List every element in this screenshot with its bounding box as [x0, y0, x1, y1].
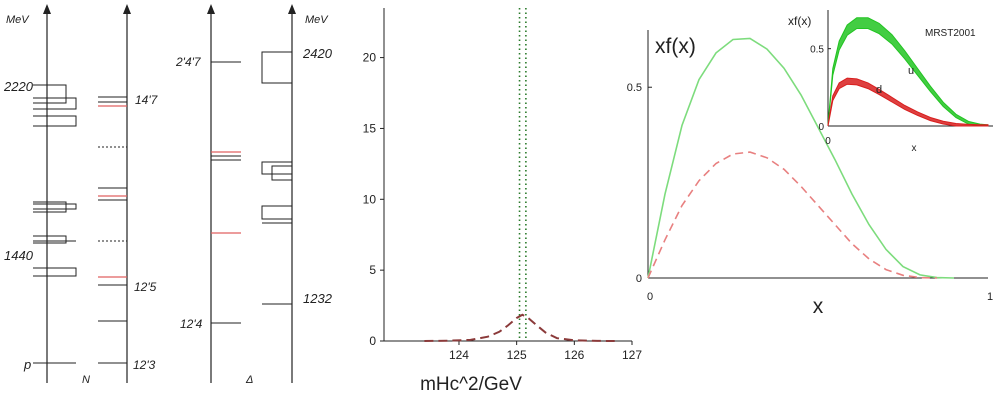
delta-level-box [261, 51, 292, 84]
inset-d-series [827, 77, 989, 127]
nucleon-level-box [33, 84, 67, 104]
higgs-mass-peak-chart: 0 5 10 15 20 124 125 126 127 mHc^2/GeV [363, 8, 643, 395]
delta-unit-label: MeV [305, 14, 329, 26]
higgs-x-tick-label: 124 [449, 348, 469, 362]
nucleon-level-box [33, 115, 77, 127]
nucleon-left-axis-arrow [43, 4, 51, 14]
delta-level-124-label: 12'4 [180, 317, 203, 331]
nucleon-unit-label: MeV [6, 14, 30, 26]
nucleon-spectrum: MeV 2220 1440 p N 14'7 12'5 12'3 [3, 4, 159, 386]
inset-x-tick-label: 0 [825, 136, 831, 147]
inset-y-axis-label: xf(x) [788, 14, 811, 28]
higgs-y-tick-label: 15 [363, 121, 377, 135]
inset-x-axis-label: x [912, 143, 917, 154]
higgs-x-tick-label: 127 [622, 348, 642, 362]
nucleon-level-2220-label: 2220 [3, 79, 34, 94]
higgs-y-tick-label: 5 [369, 263, 376, 277]
pdf-x-tick-label: 0 [647, 291, 653, 303]
delta-level-box [261, 161, 292, 175]
higgs-peak-series [424, 313, 615, 342]
nucleon-right-axis-arrow [123, 4, 131, 14]
inset-d-label: d [876, 84, 882, 96]
higgs-axes [383, 8, 632, 342]
pdf-y-axis-label: xf(x) [655, 35, 696, 58]
nucleon-level-125-label: 12'5 [134, 280, 157, 294]
delta-level-1232-label: 1232 [303, 291, 333, 306]
higgs-series [424, 313, 615, 342]
higgs-ticks: 0 5 10 15 20 124 125 126 127 [363, 51, 643, 362]
inset-u-label: u [908, 65, 914, 77]
delta-axis-label: Δ [245, 374, 253, 386]
nucleon-level-box [33, 201, 67, 213]
pdf-y-tick-label: 0.5 [627, 82, 642, 94]
pdf-ticks: 0 0.5 0 1 [627, 82, 993, 303]
nucleon-level-box [33, 97, 77, 110]
pdf-x-axis-label: x [813, 295, 824, 318]
delta-level-box [261, 205, 292, 220]
delta-spectrum: MeV 2420 1232 Δ 2'4'7 12'4 [175, 4, 333, 386]
nucleon-level-1440-label: 1440 [4, 248, 34, 263]
mrst2001-inset: 0 0.5 0 xf(x) x MRST2001 u d [788, 8, 993, 154]
delta-level-2420-label: 2420 [302, 46, 333, 61]
nucleon-level-1447-label: 14'7 [135, 93, 159, 107]
delta-level-247-label: 2'4'7 [175, 55, 202, 69]
pdf-x-tick-label: 1 [987, 291, 993, 303]
nucleon-level-box [33, 267, 77, 277]
inset-y-tick-label: 0.5 [810, 45, 824, 56]
higgs-y-tick-label: 0 [369, 334, 376, 348]
nucleon-axis-label: N [82, 374, 90, 386]
nucleon-level-box [33, 203, 77, 210]
parton-distribution-chart: 0 0.5 0 1 xf(x) x [627, 30, 993, 318]
higgs-vertical-lines [518, 8, 527, 341]
higgs-x-tick-label: 125 [507, 348, 527, 362]
nucleon-level-box [33, 235, 67, 244]
higgs-y-tick-label: 10 [363, 192, 377, 206]
inset-title: MRST2001 [925, 28, 976, 39]
proton-label: p [23, 357, 31, 372]
nucleon-level-123-label: 12'3 [133, 358, 156, 372]
delta-right-axis-arrow [288, 4, 296, 14]
pdf-y-tick-label: 0 [636, 273, 642, 285]
pdf-series [647, 37, 955, 279]
pdf-u-series [647, 37, 955, 279]
higgs-x-tick-label: 126 [564, 348, 584, 362]
inset-series [827, 17, 989, 127]
higgs-y-tick-label: 20 [363, 51, 377, 65]
pdf-d-series [647, 151, 938, 279]
delta-left-axis-arrow [207, 4, 215, 14]
delta-level-box [271, 165, 292, 181]
inset-y-tick-label: 0 [818, 122, 824, 133]
higgs-x-axis-label: mHc^2/GeV [420, 374, 522, 395]
